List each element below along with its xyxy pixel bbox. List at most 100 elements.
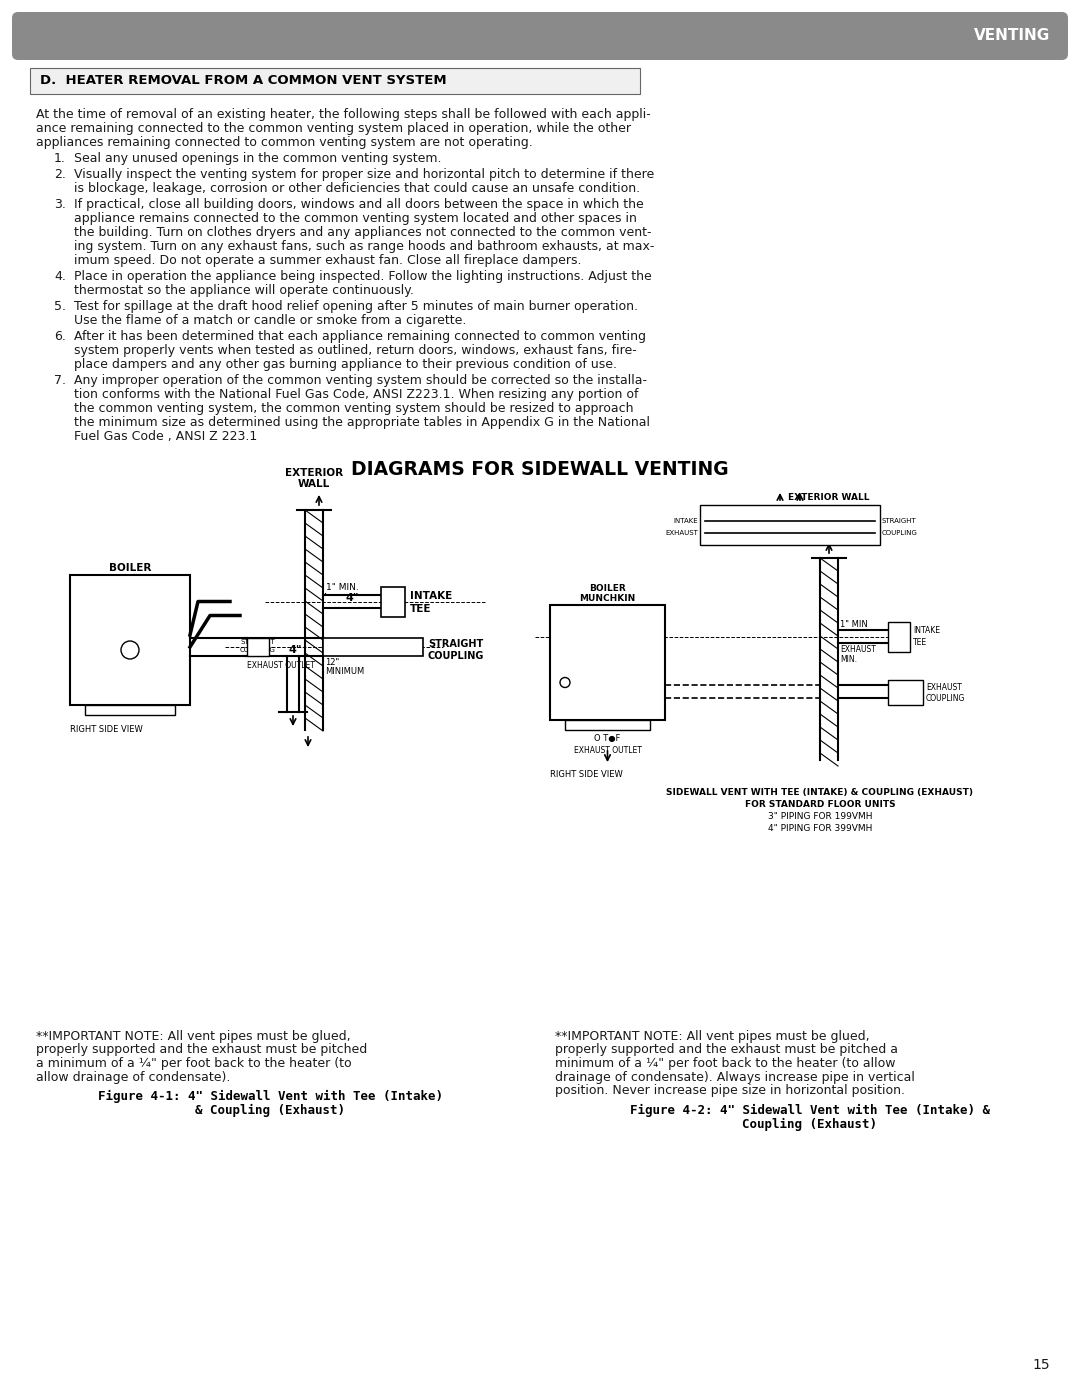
Text: VENTING: VENTING <box>974 28 1050 43</box>
Text: Figure 4-2: 4" Sidewall Vent with Tee (Intake) &: Figure 4-2: 4" Sidewall Vent with Tee (I… <box>630 1104 990 1116</box>
Text: RIGHT SIDE VIEW: RIGHT SIDE VIEW <box>70 725 143 733</box>
Text: appliances remaining connected to common venting system are not operating.: appliances remaining connected to common… <box>36 136 532 149</box>
Text: 15: 15 <box>1032 1358 1050 1372</box>
Text: EXHAUST: EXHAUST <box>840 645 876 654</box>
Text: properly supported and the exhaust must be pitched: properly supported and the exhaust must … <box>36 1044 367 1056</box>
Text: Place in operation the appliance being inspected. Follow the lighting instructio: Place in operation the appliance being i… <box>75 270 651 284</box>
Text: **IMPORTANT NOTE: All vent pipes must be glued,: **IMPORTANT NOTE: All vent pipes must be… <box>36 1030 351 1044</box>
Text: the minimum size as determined using the appropriate tables in Appendix G in the: the minimum size as determined using the… <box>75 416 650 429</box>
Text: COUPLING: COUPLING <box>428 651 484 661</box>
Text: MINIMUM: MINIMUM <box>325 666 364 676</box>
Text: 3" PIPING FOR 199VMH: 3" PIPING FOR 199VMH <box>768 812 873 821</box>
Bar <box>30 68 640 94</box>
Text: 3.: 3. <box>54 198 66 211</box>
Text: 12": 12" <box>325 658 339 666</box>
Text: STRAIGHT: STRAIGHT <box>241 638 275 645</box>
Text: INTAKE: INTAKE <box>673 518 698 524</box>
Text: ance remaining connected to the common venting system placed in operation, while: ance remaining connected to the common v… <box>36 122 631 136</box>
Text: appliance remains connected to the common venting system located and other space: appliance remains connected to the commo… <box>75 212 637 225</box>
Text: position. Never increase pipe size in horizontal position.: position. Never increase pipe size in ho… <box>555 1084 905 1097</box>
Text: 1" MIN: 1" MIN <box>840 620 867 629</box>
Text: INTAKE: INTAKE <box>410 591 453 601</box>
Bar <box>323 638 423 657</box>
Text: a minimum of a ¼" per foot back to the heater (to: a minimum of a ¼" per foot back to the h… <box>36 1058 352 1070</box>
Text: Visually inspect the venting system for proper size and horizontal pitch to dete: Visually inspect the venting system for … <box>75 168 654 182</box>
Bar <box>700 504 880 545</box>
Text: D.  HEATER REMOVAL FROM A COMMON VENT SYSTEM: D. HEATER REMOVAL FROM A COMMON VENT SYS… <box>40 74 447 88</box>
Text: BOILER: BOILER <box>589 584 626 592</box>
Text: After it has been determined that each appliance remaining connected to common v: After it has been determined that each a… <box>75 330 646 344</box>
Text: TEE: TEE <box>410 604 432 615</box>
Text: the building. Turn on clothes dryers and any appliances not connected to the com: the building. Turn on clothes dryers and… <box>75 226 651 239</box>
Text: O T●F: O T●F <box>594 733 621 743</box>
Text: If practical, close all building doors, windows and all doors between the space : If practical, close all building doors, … <box>75 198 644 211</box>
Text: thermostat so the appliance will operate continuously.: thermostat so the appliance will operate… <box>75 284 414 298</box>
Bar <box>550 605 665 719</box>
Text: the common venting system, the common venting system should be resized to approa: the common venting system, the common ve… <box>75 402 634 415</box>
Text: EXHAUST: EXHAUST <box>926 683 962 692</box>
Text: COUPLING: COUPLING <box>882 529 918 536</box>
Text: COUPLING: COUPLING <box>240 647 275 652</box>
Text: properly supported and the exhaust must be pitched a: properly supported and the exhaust must … <box>555 1044 897 1056</box>
Bar <box>85 705 175 715</box>
Text: 5.: 5. <box>54 300 66 313</box>
Text: DIAGRAMS FOR SIDEWALL VENTING: DIAGRAMS FOR SIDEWALL VENTING <box>351 460 729 479</box>
Text: 7.: 7. <box>54 374 66 387</box>
Text: is blockage, leakage, corrosion or other deficiencies that could cause an unsafe: is blockage, leakage, corrosion or other… <box>75 182 640 196</box>
Text: Test for spillage at the draft hood relief opening after 5 minutes of main burne: Test for spillage at the draft hood reli… <box>75 300 638 313</box>
Text: TEE: TEE <box>913 638 927 647</box>
Text: TOP VIEW: TOP VIEW <box>771 509 809 517</box>
Text: 4" PIPING FOR 399VMH: 4" PIPING FOR 399VMH <box>768 824 873 833</box>
Text: Figure 4-1: 4" Sidewall Vent with Tee (Intake): Figure 4-1: 4" Sidewall Vent with Tee (I… <box>97 1090 443 1104</box>
Text: 4": 4" <box>345 592 359 604</box>
Text: Coupling (Exhaust): Coupling (Exhaust) <box>743 1118 877 1130</box>
Text: FOR STANDARD FLOOR UNITS: FOR STANDARD FLOOR UNITS <box>745 800 895 809</box>
Text: EXHAUST: EXHAUST <box>561 657 596 666</box>
Text: INTAKE: INTAKE <box>913 626 940 636</box>
Text: RIGHT SIDE VIEW: RIGHT SIDE VIEW <box>550 770 623 780</box>
Text: place dampers and any other gas burning appliance to their previous condition of: place dampers and any other gas burning … <box>75 358 617 372</box>
Text: minimum of a ¼" per foot back to the heater (to allow: minimum of a ¼" per foot back to the hea… <box>555 1058 895 1070</box>
Text: EXHAUST OUTLET: EXHAUST OUTLET <box>573 746 642 754</box>
Text: 2.: 2. <box>54 168 66 182</box>
Text: WALL: WALL <box>298 479 330 489</box>
Text: BOILER: BOILER <box>109 563 151 573</box>
Circle shape <box>121 641 139 659</box>
Text: 4": 4" <box>288 645 301 655</box>
Text: INTAKE: INTAKE <box>561 636 588 644</box>
Text: drainage of condensate). Always increase pipe in vertical: drainage of condensate). Always increase… <box>555 1070 915 1084</box>
Text: Fuel Gas Code , ANSI Z 223.1: Fuel Gas Code , ANSI Z 223.1 <box>75 430 257 443</box>
Bar <box>888 680 923 705</box>
Text: 1" MIN.: 1" MIN. <box>326 583 359 592</box>
Bar <box>70 576 190 705</box>
Text: CONDENSATE: CONDENSATE <box>561 669 608 675</box>
Bar <box>565 719 650 731</box>
Text: At the time of removal of an existing heater, the following steps shall be follo: At the time of removal of an existing he… <box>36 108 651 122</box>
Text: **IMPORTANT NOTE: All vent pipes must be glued,: **IMPORTANT NOTE: All vent pipes must be… <box>555 1030 869 1044</box>
FancyBboxPatch shape <box>12 13 1068 60</box>
Text: Use the flame of a match or candle or smoke from a cigarette.: Use the flame of a match or candle or sm… <box>75 314 467 327</box>
Text: allow drainage of condensate).: allow drainage of condensate). <box>36 1070 230 1084</box>
Text: imum speed. Do not operate a summer exhaust fan. Close all fireplace dampers.: imum speed. Do not operate a summer exha… <box>75 254 581 267</box>
Text: Seal any unused openings in the common venting system.: Seal any unused openings in the common v… <box>75 152 442 165</box>
Text: 1.: 1. <box>54 152 66 165</box>
Bar <box>247 638 269 657</box>
Bar <box>381 587 405 617</box>
Text: tion conforms with the National Fuel Gas Code, ANSI Z223.1. When resizing any po: tion conforms with the National Fuel Gas… <box>75 388 638 401</box>
Text: ing system. Turn on any exhaust fans, such as range hoods and bathroom exhausts,: ing system. Turn on any exhaust fans, su… <box>75 240 654 253</box>
Text: SIDEWALL VENT WITH TEE (INTAKE) & COUPLING (EXHAUST): SIDEWALL VENT WITH TEE (INTAKE) & COUPLI… <box>666 788 973 798</box>
Text: & Coupling (Exhaust): & Coupling (Exhaust) <box>195 1104 345 1118</box>
Text: EXTERIOR WALL: EXTERIOR WALL <box>788 493 869 502</box>
Text: MUNCHKIN: MUNCHKIN <box>579 594 636 604</box>
Text: system properly vents when tested as outlined, return doors, windows, exhaust fa: system properly vents when tested as out… <box>75 344 637 358</box>
Text: EXHAUST OUTLET: EXHAUST OUTLET <box>247 661 315 671</box>
Text: EXTERIOR: EXTERIOR <box>285 468 343 478</box>
Text: 6.: 6. <box>54 330 66 344</box>
Bar <box>888 622 910 652</box>
Text: STRAIGHT: STRAIGHT <box>428 638 483 650</box>
Text: STRAIGHT: STRAIGHT <box>882 518 917 524</box>
Text: EXHAUST: EXHAUST <box>665 529 698 536</box>
Text: MIN.: MIN. <box>840 655 858 664</box>
Text: EXHAUST: EXHAUST <box>348 643 399 652</box>
Text: Any improper operation of the common venting system should be corrected so the i: Any improper operation of the common ven… <box>75 374 647 387</box>
